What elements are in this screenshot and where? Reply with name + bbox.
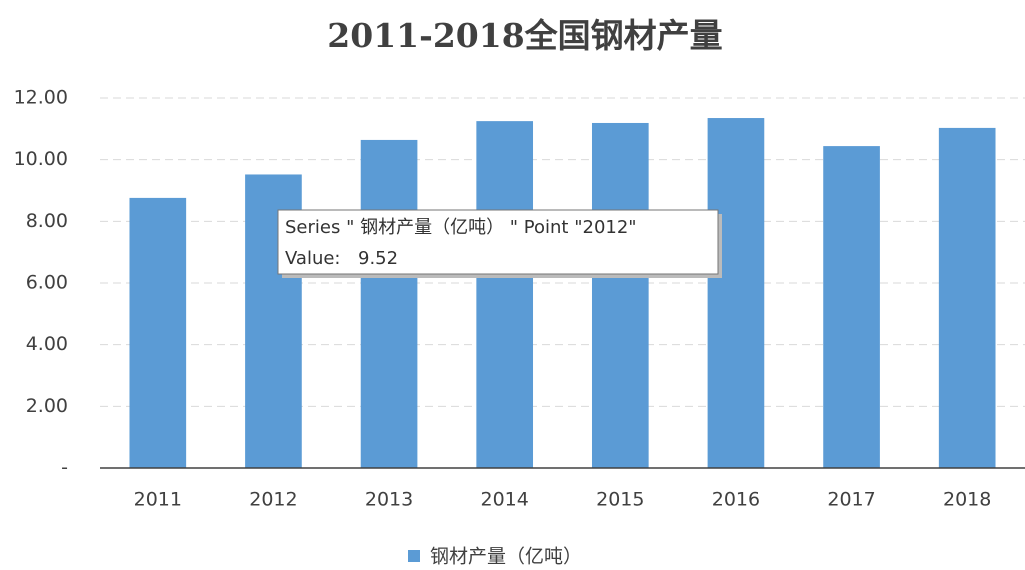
tooltip-box [277,209,719,275]
x-tick-label: 2014 [481,489,529,511]
x-tick-label: 2016 [712,489,760,511]
x-tick-label: 2012 [249,489,297,511]
bar [823,146,880,468]
tooltip-line: Series " 钢材产量（亿吨） " Point "2012" [285,217,637,238]
bar [129,197,187,468]
y-tick-label: 8.00 [26,210,68,232]
tooltip: Series " 钢材产量（亿吨） " Point "2012" Value: 9.… [277,209,722,278]
y-tick-label: 12.00 [14,87,68,109]
y-tick-label: 6.00 [26,272,68,294]
y-tick-label: - [61,457,68,479]
y-tick-label: 10.00 [14,148,68,170]
x-tick-label: 2018 [943,489,991,511]
legend-label: 钢材产量（亿吨） [430,546,582,568]
y-tick-label: 4.00 [26,333,68,355]
x-tick-label: 2013 [365,489,413,511]
bar [360,139,418,468]
bar [591,122,649,468]
y-tick-label: 2.00 [26,395,68,417]
x-tick-label: 2011 [134,489,182,511]
chart-title: 2011-2018全国钢材产量 [327,16,722,55]
tooltip-value-label: Value: [285,248,341,269]
bar [476,121,534,468]
bar [938,127,996,469]
x-tick-label: 2017 [827,489,875,511]
x-tick-label: 2015 [596,489,644,511]
legend-swatch [408,550,420,562]
tooltip-value: 9.52 [358,248,398,269]
bar [707,118,765,469]
